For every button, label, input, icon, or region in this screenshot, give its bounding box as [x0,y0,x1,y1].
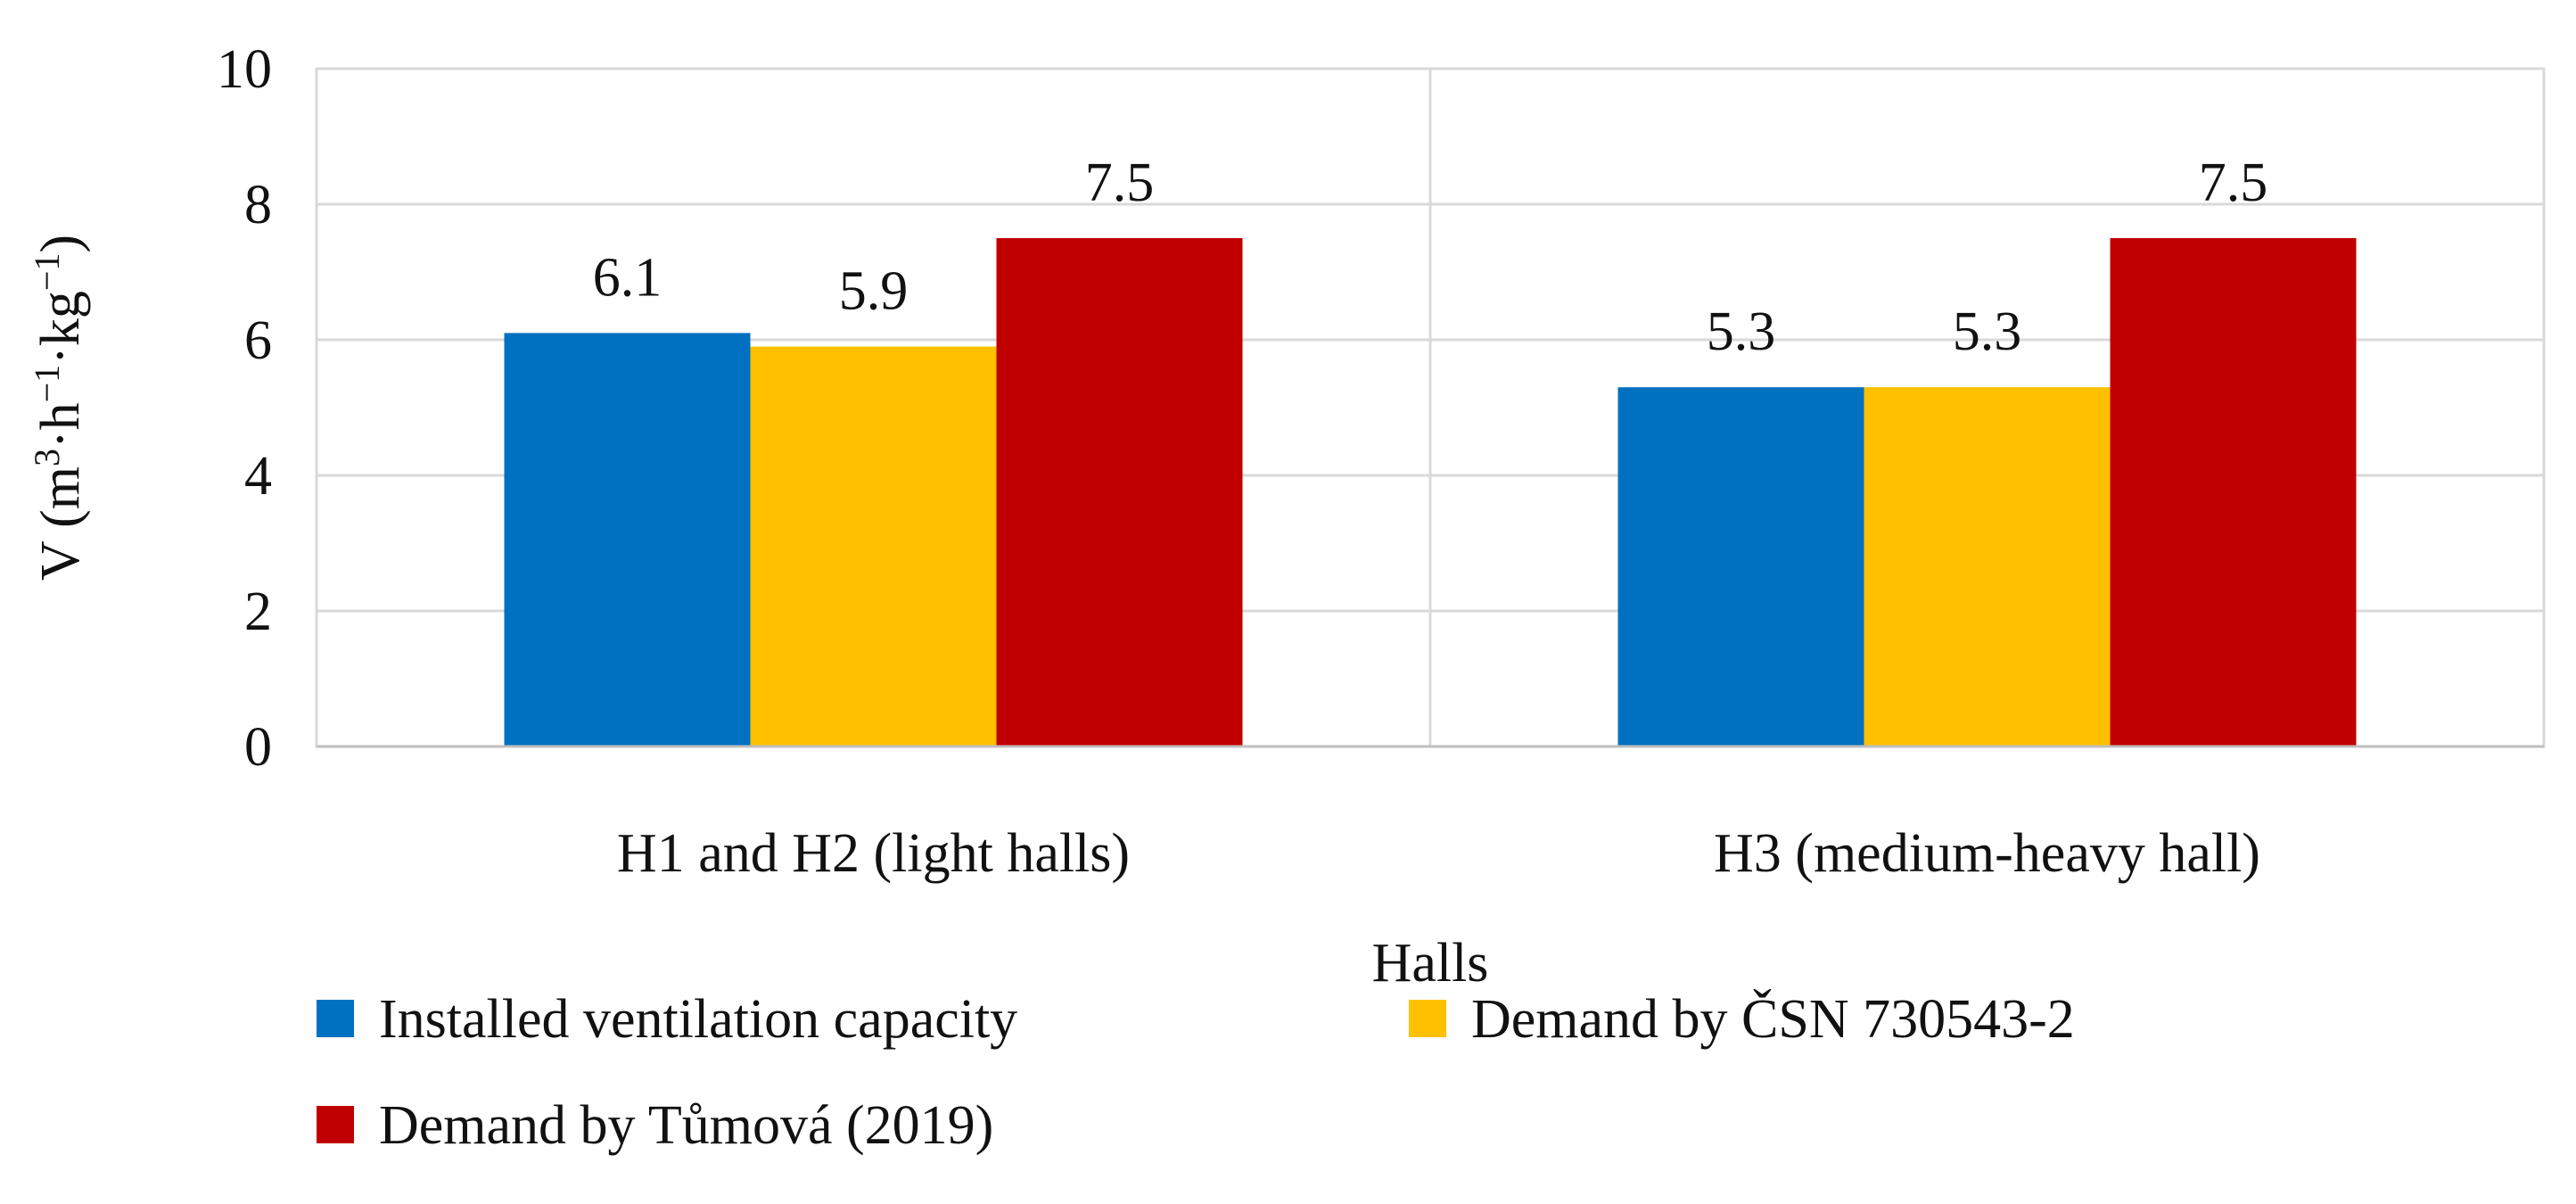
legend: Installed ventilation capacity Demand by … [317,989,2075,1156]
bar [750,346,997,746]
legend-label: Installed ventilation capacity [379,989,1017,1050]
legend-swatch [1409,1000,1446,1037]
data-label: 5.9 [839,261,909,322]
y-axis-title-part: ·kg [30,291,91,365]
data-label: 7.5 [2199,153,2268,213]
y-axis-title-part: ) [30,235,91,253]
data-labels: 6.1 5.9 7.5 5.3 5.3 7.5 [593,153,2268,362]
data-label: 5.3 [1953,301,2022,362]
legend-label: Demand by ČSN 730543-2 [1471,989,2075,1050]
y-axis-title-part: V (m [30,466,91,581]
y-axis-title-superscript: −1 [27,253,67,292]
axes: 0 2 4 6 8 10 H1 and H2 (light halls) H3 (medium… [27,39,2544,994]
x-category-label: H3 (medium-heavy hall) [1714,823,2260,884]
y-tick-label: 0 [244,717,272,778]
y-tick-label: 8 [244,175,272,235]
bar [2110,238,2357,746]
y-tick-label: 10 [217,39,272,100]
y-tick-label: 6 [244,310,272,371]
y-tick-label: 4 [244,446,272,507]
legend-swatch [317,1106,354,1143]
x-axis-title: Halls [1372,933,1489,994]
bar [1864,387,2111,746]
legend-label: Demand by Tůmová (2019) [379,1095,993,1156]
y-axis-title-part: ·h [30,402,91,449]
y-tick-label: 2 [244,581,272,642]
y-axis-title-superscript: −1 [27,365,67,403]
data-label: 7.5 [1085,153,1155,213]
bar [504,333,751,746]
legend-swatch [317,1000,354,1037]
data-label: 5.3 [1707,301,1776,362]
bar [1617,387,1864,746]
y-axis-title: V (m3·h−1·kg−1) [27,235,92,581]
bar [996,238,1243,746]
data-label: 6.1 [593,247,663,308]
y-axis-title-superscript: 3 [27,449,67,466]
x-category-label: H1 and H2 (light halls) [617,823,1130,884]
bars [504,238,2357,746]
